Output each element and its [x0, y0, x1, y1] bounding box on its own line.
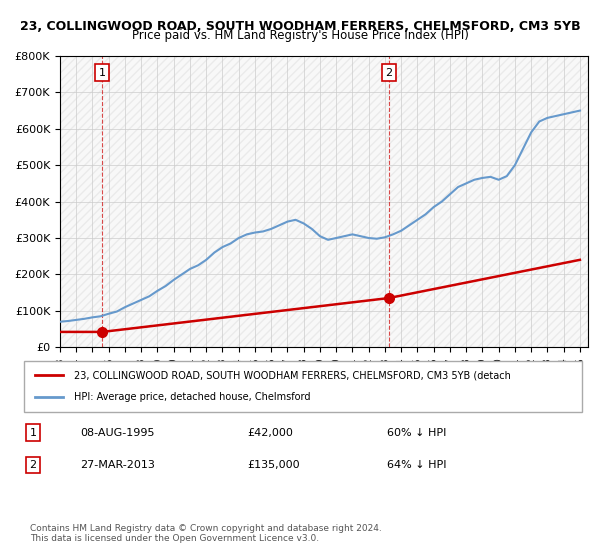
Text: 2: 2 [385, 68, 392, 78]
Text: 60% ↓ HPI: 60% ↓ HPI [387, 428, 446, 438]
FancyBboxPatch shape [24, 361, 582, 412]
Text: 2: 2 [29, 460, 37, 470]
Text: £42,000: £42,000 [247, 428, 293, 438]
Text: 1: 1 [29, 428, 37, 438]
Text: 64% ↓ HPI: 64% ↓ HPI [387, 460, 446, 470]
Text: Contains HM Land Registry data © Crown copyright and database right 2024.
This d: Contains HM Land Registry data © Crown c… [30, 524, 382, 543]
Text: 08-AUG-1995: 08-AUG-1995 [80, 428, 154, 438]
Text: 27-MAR-2013: 27-MAR-2013 [80, 460, 155, 470]
Text: Price paid vs. HM Land Registry's House Price Index (HPI): Price paid vs. HM Land Registry's House … [131, 29, 469, 42]
Text: 1: 1 [99, 68, 106, 78]
Text: HPI: Average price, detached house, Chelmsford: HPI: Average price, detached house, Chel… [74, 393, 311, 403]
Text: £135,000: £135,000 [247, 460, 300, 470]
Text: 23, COLLINGWOOD ROAD, SOUTH WOODHAM FERRERS, CHELMSFORD, CM3 5YB (detach: 23, COLLINGWOOD ROAD, SOUTH WOODHAM FERR… [74, 370, 511, 380]
Text: 23, COLLINGWOOD ROAD, SOUTH WOODHAM FERRERS, CHELMSFORD, CM3 5YB: 23, COLLINGWOOD ROAD, SOUTH WOODHAM FERR… [20, 20, 580, 32]
